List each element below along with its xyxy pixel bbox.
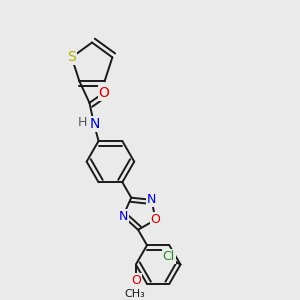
- Text: Cl: Cl: [163, 250, 175, 263]
- Text: S: S: [67, 50, 76, 64]
- Text: H: H: [78, 116, 87, 129]
- Text: O: O: [151, 213, 160, 226]
- Text: N: N: [118, 210, 128, 223]
- Text: O: O: [131, 274, 141, 287]
- Text: CH₃: CH₃: [124, 289, 145, 299]
- Text: O: O: [99, 85, 110, 100]
- Text: N: N: [90, 117, 100, 131]
- Text: N: N: [147, 193, 156, 206]
